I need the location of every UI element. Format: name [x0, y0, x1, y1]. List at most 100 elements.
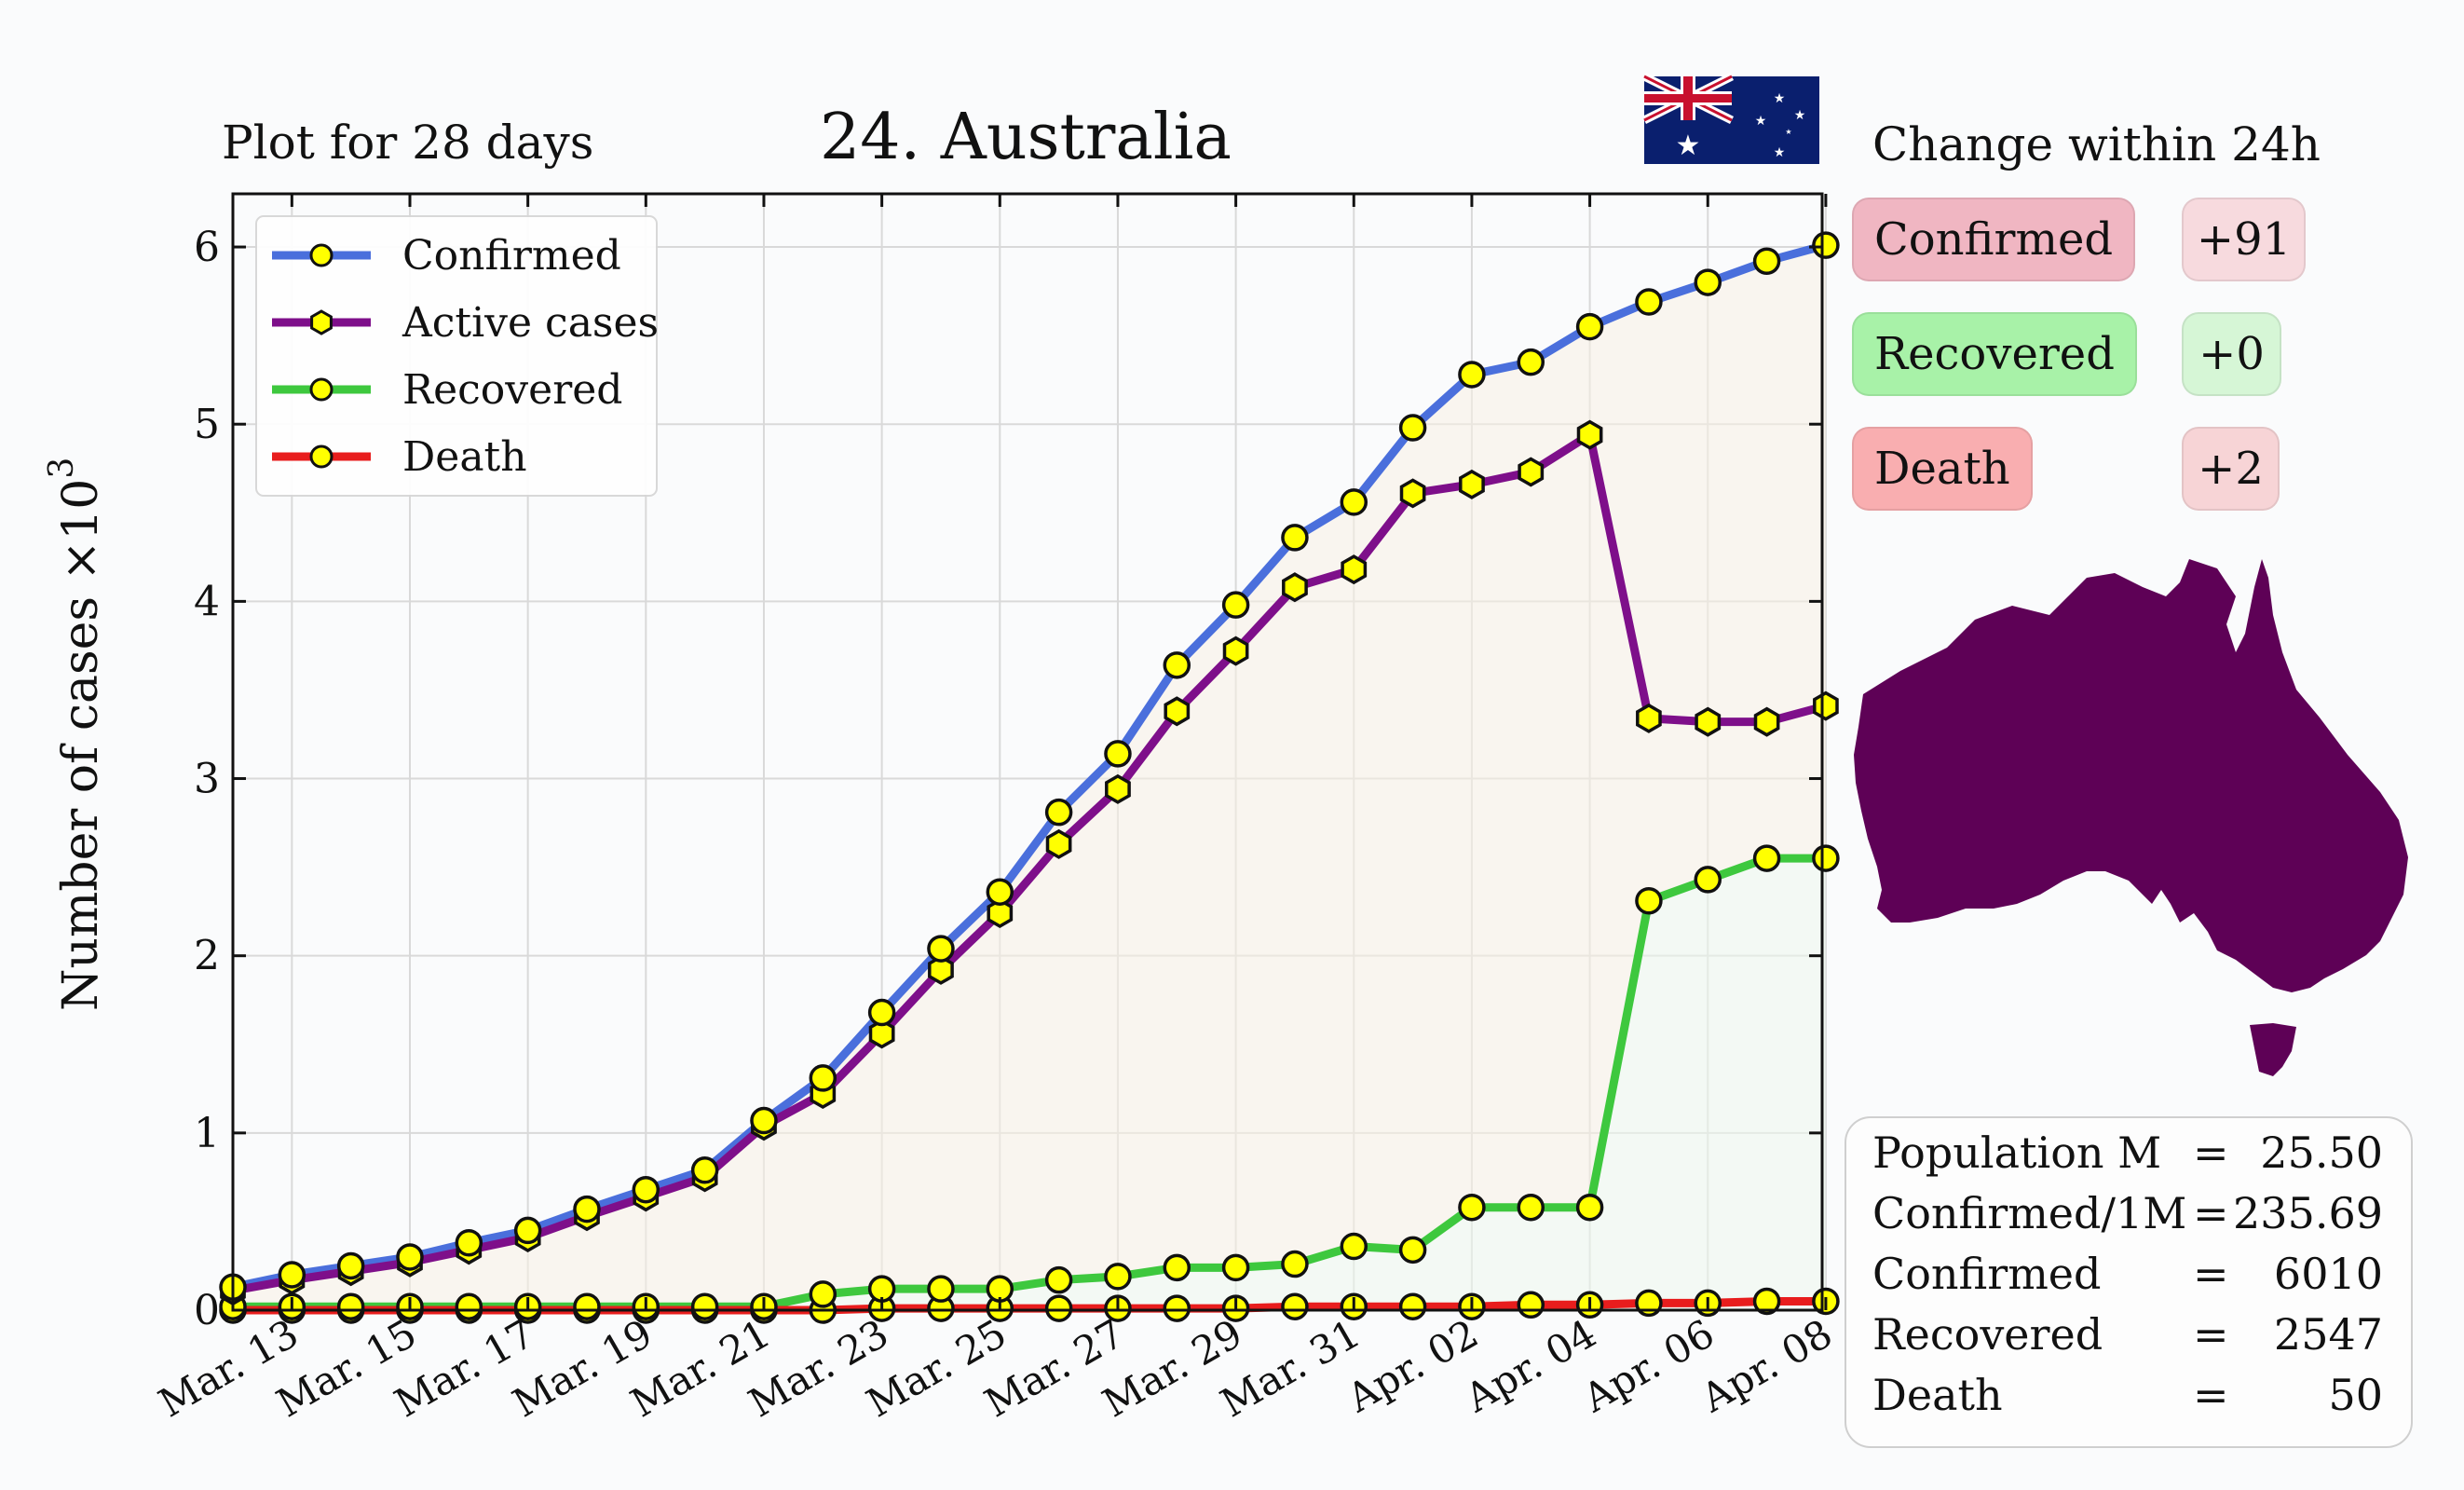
data-point	[987, 897, 1014, 929]
data-point	[1282, 572, 1308, 603]
y-axis-label: Number of cases ×103	[43, 458, 109, 1011]
data-point	[1398, 414, 1427, 442]
summary-row: Confirmed/1M = 235.69	[1846, 1188, 2411, 1246]
data-point	[1281, 1250, 1309, 1278]
plot-period: Plot for 28 days	[222, 116, 594, 170]
legend-label: Active cases	[402, 299, 659, 347]
summary-eq: =	[2193, 1249, 2229, 1299]
data-point	[1221, 591, 1250, 619]
data-point	[1164, 696, 1191, 727]
data-point	[573, 1292, 601, 1320]
summary-value: 25.50	[2260, 1128, 2383, 1178]
svg-text:★: ★	[1774, 145, 1786, 160]
summary-key: Population M	[1872, 1128, 2162, 1178]
summary-value: 50	[2328, 1370, 2383, 1420]
data-point	[1575, 312, 1604, 341]
data-point	[927, 935, 955, 963]
confirmed-delta-badge: +91	[2182, 198, 2306, 281]
data-point	[867, 998, 896, 1027]
data-point	[1163, 651, 1191, 679]
summary-row: Confirmed = 6010	[1846, 1249, 2411, 1306]
svg-text:★: ★	[1774, 91, 1786, 106]
y-tick-label: 5	[194, 401, 220, 448]
series-line-active-cases	[232, 431, 1828, 1295]
summary-key: Recovered	[1872, 1309, 2103, 1360]
summary-eq: =	[2193, 1128, 2229, 1178]
data-point	[1459, 469, 1485, 499]
data-point	[1812, 844, 1840, 872]
data-point	[868, 1018, 895, 1049]
data-point	[1340, 1232, 1368, 1261]
data-point	[1399, 478, 1426, 509]
data-point	[1398, 1292, 1427, 1320]
area-fill	[233, 245, 1826, 1307]
data-point	[336, 1292, 365, 1320]
australia-flag-icon: ★ ★ ★ ★ ★ ★	[1641, 72, 1819, 164]
confirmed-label-badge: Confirmed	[1852, 198, 2136, 281]
data-point	[1813, 690, 1839, 721]
australia-map-icon	[1854, 559, 2408, 1076]
data-point	[1104, 1263, 1132, 1291]
data-point	[1104, 740, 1132, 768]
data-point	[632, 1175, 660, 1204]
legend: Confirmed Active cases Recovered Death	[255, 215, 659, 497]
data-point	[927, 1275, 955, 1303]
x-tick-label: Apr. 02	[1339, 1310, 1486, 1421]
data-point	[809, 1064, 837, 1092]
data-point	[1398, 1236, 1427, 1264]
data-point	[1105, 773, 1131, 804]
change-title: Change within 24h	[1872, 117, 2321, 171]
data-point	[1044, 1294, 1073, 1322]
data-point	[1281, 1292, 1309, 1320]
chart-title: 24. Australia	[820, 101, 1232, 174]
summary-row: Population M = 25.50	[1846, 1128, 2411, 1185]
summary-eq: =	[2193, 1370, 2229, 1420]
y-tick-label: 3	[194, 756, 220, 803]
data-point	[1695, 706, 1722, 737]
x-tick-label: Apr. 06	[1575, 1310, 1722, 1421]
svg-text:★: ★	[1794, 108, 1806, 123]
data-point	[1044, 798, 1073, 827]
series-line-confirmed	[232, 240, 1828, 1292]
data-point	[690, 1292, 719, 1320]
summary-eq: =	[2193, 1188, 2229, 1238]
data-point	[1340, 488, 1368, 516]
summary-key: Confirmed/1M	[1872, 1188, 2187, 1238]
data-point	[1517, 348, 1545, 376]
x-tick-label: Apr. 08	[1693, 1310, 1840, 1421]
summary-value: 2547	[2273, 1309, 2383, 1360]
data-point	[1045, 828, 1072, 859]
data-point	[928, 954, 954, 985]
data-point	[1044, 1265, 1073, 1294]
data-point	[1752, 247, 1781, 276]
data-point	[1636, 703, 1662, 733]
data-point	[455, 1292, 483, 1320]
data-point	[1163, 1294, 1191, 1322]
summary-row: Recovered = 2547	[1846, 1309, 2411, 1367]
summary-box: Population M = 25.50 Confirmed/1M = 235.…	[1845, 1116, 2413, 1448]
y-tick-label: 2	[194, 933, 220, 980]
legend-marker	[310, 309, 333, 335]
data-point	[1752, 844, 1781, 872]
data-point	[1281, 524, 1309, 552]
area-fills	[233, 245, 1826, 1310]
svg-text:★: ★	[1676, 130, 1701, 162]
legend-label: Confirmed	[402, 232, 621, 280]
summary-key: Confirmed	[1872, 1249, 2102, 1299]
summary-value: 6010	[2273, 1249, 2383, 1299]
legend-label: Death	[402, 433, 527, 481]
legend-marker	[309, 243, 334, 267]
data-point	[1518, 457, 1545, 487]
data-point	[1575, 1193, 1604, 1222]
data-point	[396, 1243, 424, 1271]
data-point	[690, 1156, 719, 1184]
recovered-label-badge: Recovered	[1852, 312, 2137, 396]
y-axis-label-text: Number of cases ×10	[53, 479, 109, 1011]
data-point	[1221, 1253, 1250, 1282]
svg-text:★: ★	[1785, 128, 1791, 136]
data-point	[1753, 706, 1780, 737]
svg-text:★: ★	[1755, 114, 1767, 129]
plot-frame	[231, 192, 1824, 1312]
data-point	[1341, 554, 1368, 585]
